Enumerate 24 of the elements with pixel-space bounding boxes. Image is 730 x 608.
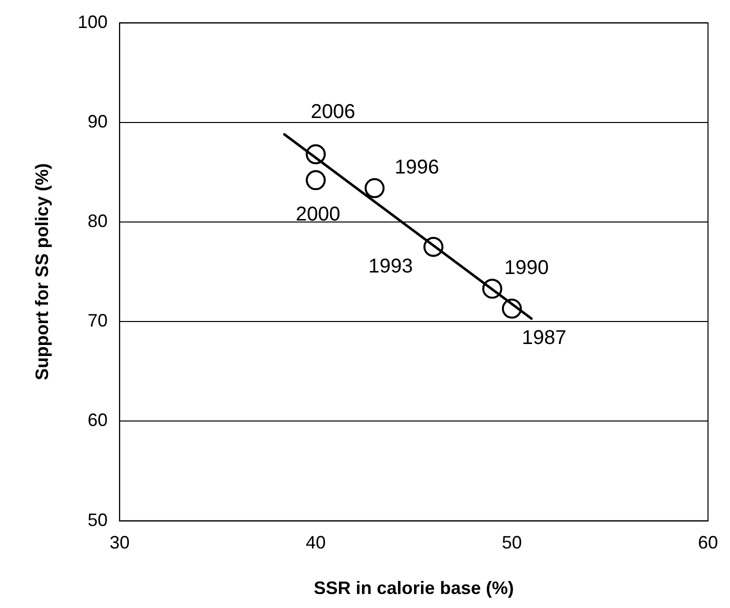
point [423,236,444,257]
point [306,144,326,164]
annotation: 2006 [310,100,356,123]
y-tick-label: 90 [88,111,108,132]
y-axis-title: Support for SS policy (%) [32,163,52,380]
x-tick-label: 60 [698,532,718,553]
x-tick-label: 30 [110,532,130,553]
annotation: 1993 [368,255,413,278]
y-tick-label: 80 [88,210,108,231]
annotation: 1987 [522,327,566,350]
y-tick-label: 70 [88,310,108,331]
y-tick-label: 50 [88,510,108,530]
annotation: 1990 [504,257,549,280]
annotation: 2000 [296,204,340,226]
point [306,170,326,190]
point [502,298,522,319]
point [482,278,502,299]
y-tick-label: 100 [78,12,108,32]
y-tick-label: 60 [88,410,108,430]
annotation: 1996 [394,156,440,179]
point [364,178,385,198]
x-axis-title: SSR in calorie base (%) [314,578,514,598]
x-tick-label: 50 [502,532,522,553]
x-tick-label: 40 [306,532,326,553]
